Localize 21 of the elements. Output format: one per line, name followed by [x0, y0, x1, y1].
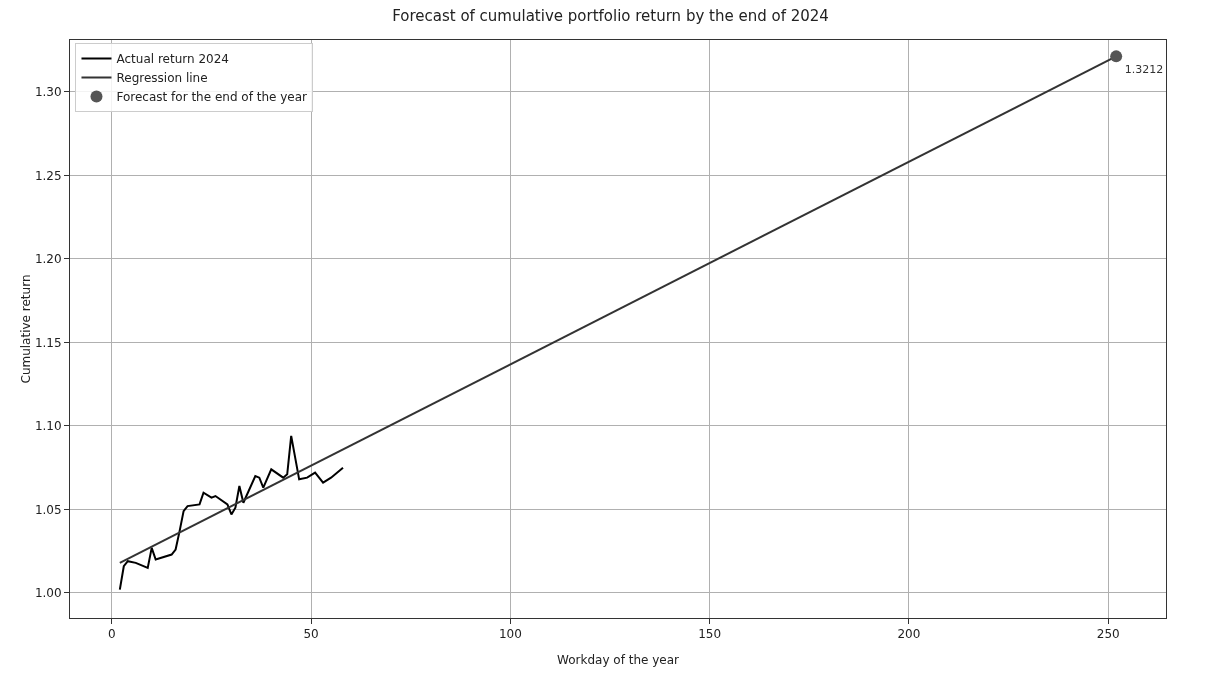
x-tick-label: 200 — [897, 627, 921, 642]
x-axis-title: Workday of the year — [557, 653, 680, 667]
y-tick-label: 1.15 — [34, 335, 62, 350]
line-series — [118, 434, 344, 591]
x-tick-label: 0 — [108, 627, 116, 642]
y-tick-label: 1.10 — [34, 419, 62, 434]
y-tick-label: 1.30 — [34, 84, 62, 99]
x-tick-label: 50 — [303, 627, 319, 642]
y-tick-label: 1.00 — [34, 586, 62, 601]
legend-label: Regression line — [116, 71, 208, 86]
y-axis-title: Cumulative return — [18, 274, 33, 384]
data-label: 1.3212 — [1124, 63, 1164, 77]
x-tick-label: 150 — [698, 627, 722, 642]
x-tick-label: 100 — [498, 627, 522, 642]
y-tick-label: 1.25 — [34, 168, 62, 183]
legend-label: Actual return 2024 — [116, 52, 229, 67]
y-tick-label: 1.20 — [34, 252, 62, 267]
legend-label: Forecast for the end of the year — [116, 90, 308, 105]
y-tick-label: 1.05 — [34, 502, 62, 517]
chart-title: Forecast of cumulative portfolio return by the end of 2024 — [392, 6, 829, 25]
x-tick-label: 250 — [1096, 627, 1120, 642]
